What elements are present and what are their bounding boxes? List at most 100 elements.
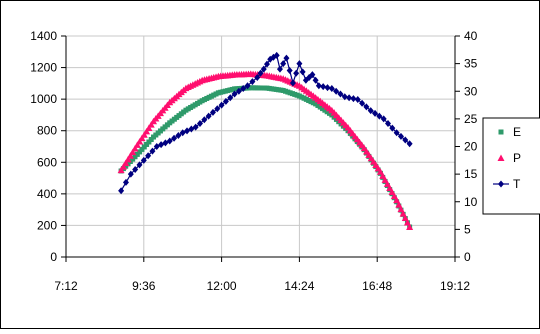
y-left-tick-label: 1400: [30, 29, 57, 43]
data-point: [376, 112, 383, 120]
data-point: [171, 134, 178, 142]
data-point: [205, 112, 212, 120]
data-point: [397, 205, 405, 213]
data-point: [367, 107, 374, 115]
data-point: [403, 219, 411, 226]
y-right-tick-label: 5: [464, 222, 471, 236]
data-point: [131, 145, 139, 152]
data-point: [376, 168, 384, 175]
data-point: [341, 93, 348, 101]
data-point: [383, 180, 391, 187]
data-point: [337, 90, 344, 98]
data-point: [280, 60, 287, 68]
data-point: [320, 83, 327, 91]
data-point: [401, 214, 409, 222]
data-point: [201, 116, 208, 124]
legend-label: P: [513, 151, 521, 165]
data-point: [222, 97, 229, 105]
data-point: [406, 223, 414, 231]
data-point: [354, 96, 361, 104]
data-point: [240, 84, 247, 92]
data-point: [312, 76, 319, 84]
data-point: [227, 94, 234, 102]
data-point: [149, 147, 156, 155]
data-point: [346, 94, 353, 102]
x-tick-label: 16:48: [362, 279, 392, 293]
data-point: [402, 136, 409, 144]
y-left-tick-label: 1000: [30, 92, 57, 106]
data-point: [133, 141, 141, 148]
y-right-tick-label: 25: [464, 112, 478, 126]
legend-marker: [498, 180, 504, 188]
legend-marker: [498, 129, 504, 135]
data-point: [196, 119, 203, 127]
data-point: [138, 134, 146, 142]
data-point: [118, 187, 125, 195]
data-point: [260, 65, 267, 73]
data-point: [393, 129, 400, 137]
x-tick-label: 7:12: [54, 279, 78, 293]
y-right-tick-label: 35: [464, 57, 478, 71]
legend-label: T: [513, 177, 521, 191]
data-point: [140, 131, 148, 138]
data-point: [143, 127, 151, 135]
legend: EPT: [482, 117, 540, 215]
data-point: [140, 156, 147, 164]
data-point: [333, 87, 340, 95]
data-point: [381, 176, 389, 183]
axes: 0 200 400 600 800 1000 1200 1400 0 5 10 15 20 25 30 35 4…: [30, 29, 477, 293]
legend-label: E: [513, 125, 521, 139]
y-right-tick-label: 30: [464, 84, 478, 98]
data-point: [263, 60, 270, 68]
data-point: [145, 124, 153, 132]
data-point: [273, 51, 280, 59]
data-point: [286, 67, 293, 75]
data-point: [299, 68, 306, 76]
data-point: [328, 84, 335, 92]
data-point: [359, 99, 366, 107]
data-point: [276, 65, 283, 73]
data-point: [406, 140, 413, 148]
y-left-tick-label: 400: [37, 187, 57, 201]
data-point: [136, 161, 143, 169]
gridlines: [66, 35, 455, 257]
data-point: [296, 60, 303, 68]
x-tick-label: 19:12: [440, 279, 470, 293]
y-left-tick-label: 1200: [30, 61, 57, 75]
data-point: [385, 119, 392, 127]
data-point: [324, 84, 331, 92]
series-layer: [117, 51, 414, 231]
y-right-tick-label: 20: [464, 140, 478, 154]
data-point: [214, 105, 221, 113]
data-point: [124, 155, 132, 163]
y-right-tick-label: 10: [464, 195, 478, 209]
data-point: [122, 178, 129, 186]
data-point: [372, 109, 379, 117]
data-point: [249, 78, 256, 86]
data-point: [129, 148, 137, 156]
data-point: [390, 192, 398, 200]
data-point: [254, 73, 261, 81]
data-point: [126, 152, 134, 159]
series-t: [118, 51, 413, 195]
data-point: [244, 82, 251, 90]
data-point: [209, 108, 216, 116]
y-left-tick-label: 0: [50, 250, 57, 264]
y-left-tick-label: 800: [37, 124, 57, 138]
data-point: [145, 152, 152, 160]
y-left-tick-label: 600: [37, 155, 57, 169]
data-point: [132, 166, 139, 174]
data-point: [136, 138, 144, 145]
data-point: [363, 103, 370, 111]
data-point: [192, 123, 199, 131]
data-point: [231, 90, 238, 98]
data-point: [119, 163, 127, 170]
data-point: [386, 184, 394, 191]
data-point: [289, 79, 296, 87]
data-point: [127, 170, 134, 178]
data-point: [389, 124, 396, 132]
data-point: [257, 69, 264, 77]
legend-marker: [497, 154, 505, 161]
